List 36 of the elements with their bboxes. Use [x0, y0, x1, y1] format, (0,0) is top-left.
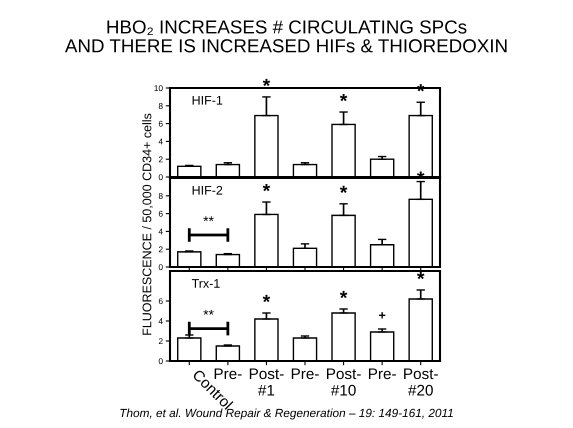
- y-tick-label: 4: [158, 138, 163, 144]
- annotation: HIF-1: [192, 96, 222, 105]
- annotation: **: [203, 216, 214, 222]
- y-tick-label: 0: [158, 264, 163, 270]
- annotation: *: [416, 272, 424, 280]
- y-axis-title: FLUORESCENCE / 50,000 CD34+ cells: [142, 114, 153, 335]
- annotation: *: [262, 78, 270, 86]
- y-tick-label: 8: [158, 103, 163, 109]
- y-tick-label: 4: [158, 318, 163, 324]
- annotation: *: [340, 94, 348, 102]
- y-tick-label: 4: [158, 228, 163, 234]
- y-tick-label: 0: [158, 174, 163, 180]
- y-tick-label: 2: [158, 156, 163, 162]
- annotation: *: [340, 186, 348, 193]
- annotation: *: [262, 184, 270, 192]
- y-tick-label: 6: [158, 210, 163, 217]
- annotation: **: [203, 310, 214, 315]
- annotation: HIF-2: [192, 186, 222, 195]
- x-tick-label: Pre-: [368, 368, 396, 380]
- annotation: *: [340, 290, 348, 298]
- annotation: *: [262, 294, 270, 302]
- x-tick-label: Post- #1: [250, 368, 284, 396]
- text: Thom, et al. Wound Repair & Regeneration – 19: 149-161, 2011: [120, 408, 453, 420]
- y-tick-label: 10: [154, 85, 163, 92]
- x-tick-label: Post- #10: [326, 368, 361, 396]
- annotation: Trx-1: [192, 279, 220, 288]
- y-tick-label: 8: [158, 193, 163, 199]
- y-tick-label: 6: [158, 120, 163, 127]
- x-tick-label: Pre-: [292, 368, 319, 380]
- annotation: +: [379, 312, 386, 318]
- y-tick-label: 0: [158, 358, 163, 364]
- y-tick-label: 2: [158, 338, 163, 344]
- x-tick-label: Post- #20: [404, 368, 438, 396]
- chart-title: HBO₂ INCREASES # CIRCULATING SPCs AND THERE IS INCREASED HIFs & THIOREDOXIN: [64, 20, 507, 52]
- y-tick-label: 2: [158, 246, 163, 252]
- y-tick-label: 6: [158, 298, 163, 304]
